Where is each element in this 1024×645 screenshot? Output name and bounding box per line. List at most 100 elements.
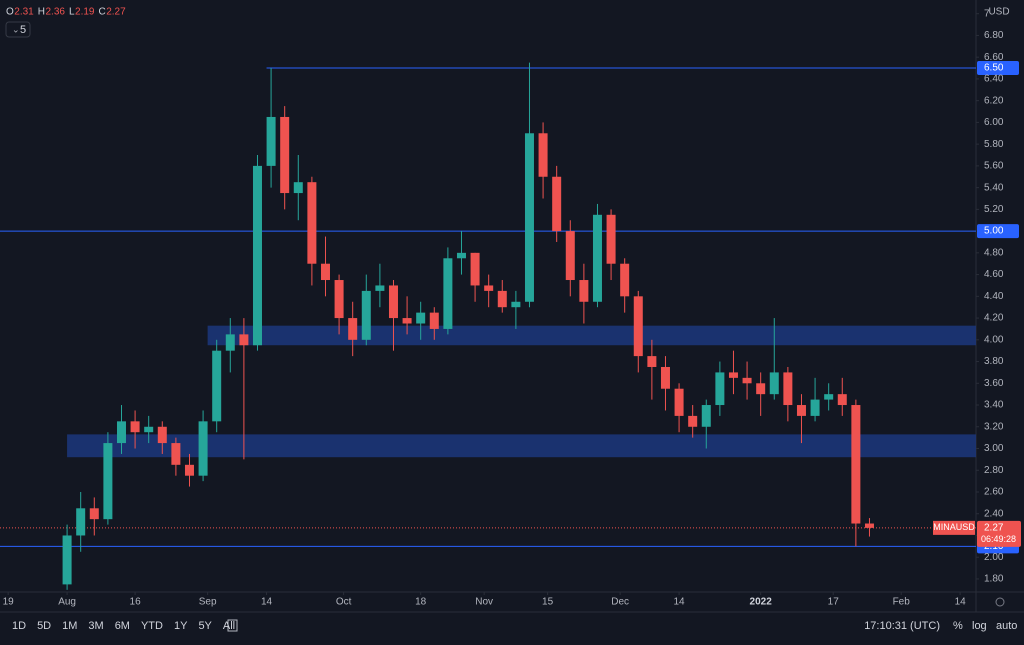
candle-body [171,443,181,465]
currency[interactable]: USD [988,7,1009,18]
range-button[interactable]: 1D [12,620,26,632]
ohlc-value: 2.31 [14,7,34,18]
candle-body [633,296,643,357]
scale-option[interactable]: % [953,620,963,632]
last-price: 2.27 [984,523,1004,534]
x-tick-label: 19 [3,597,15,608]
x-tick-label: Aug [58,597,76,608]
y-tick-label: 1.80 [984,574,1004,585]
candle-body [565,231,575,281]
x-tick-label: 2022 [750,597,773,608]
candle-body [524,133,534,302]
indicator-toggle[interactable] [5,21,31,38]
y-tick-label: 3.20 [984,421,1004,432]
range-button[interactable]: 1Y [174,620,188,632]
candle-body [116,421,126,444]
y-tick-label: 6.80 [984,30,1004,41]
level-label: 6.50 [984,63,1004,74]
candle-body [62,535,72,585]
candle-body [225,334,235,351]
range-button[interactable]: 3M [88,620,103,632]
candle-body [252,165,262,346]
candle-body [620,263,630,297]
candle-body [579,280,589,302]
ohlc-value: 2.27 [106,7,126,18]
candle-body [606,214,616,264]
symbol-tag: MINAUSD [933,522,975,532]
y-tick-label: 6.20 [984,95,1004,106]
y-tick-label: 7 [984,8,990,19]
candle-body [76,508,86,536]
candle-body [239,334,249,346]
ohlc-label: C [98,7,105,18]
candle-body [674,388,684,416]
candle-body [538,133,548,177]
y-tick-label: 3.40 [984,400,1004,411]
y-tick-label: 6.40 [984,74,1004,85]
range-button[interactable]: 6M [115,620,130,632]
scale-option[interactable]: auto [996,620,1017,632]
candle-body [783,372,793,406]
y-tick-label: 4.60 [984,269,1004,280]
symbol-tag-bg [933,520,975,535]
candle-body [293,182,303,194]
level-label-bg [977,61,1019,76]
y-tick-label: 3.00 [984,443,1004,454]
y-tick-label: 4.40 [984,291,1004,302]
candle-body [212,350,222,422]
x-tick-label: Sep [199,597,217,608]
range-button[interactable]: 5D [37,620,51,632]
x-tick-label: Feb [893,597,911,608]
y-tick-label: 5.60 [984,161,1004,172]
candle-body [280,116,290,194]
ohlc-label: L [69,7,75,18]
candle-body [388,285,398,319]
range-button[interactable]: 1M [62,620,77,632]
candle-body [198,421,208,476]
x-tick-label: Dec [611,597,629,608]
candle-body [484,285,494,291]
scale-option[interactable]: log [972,620,987,632]
candle-body [824,394,834,400]
candle-body [307,182,317,264]
x-tick-label: 14 [261,597,273,608]
candle-body [715,372,725,406]
candle-body [470,252,480,286]
y-tick-label: 2.60 [984,487,1004,498]
candle-body [497,290,507,308]
range-button[interactable]: YTD [141,620,163,632]
date-range-icon[interactable] [227,619,238,632]
candle-body [361,290,371,340]
candle-body [851,405,861,524]
x-tick-label: Oct [336,597,352,608]
x-tick-label: 17 [828,597,840,608]
y-tick-label: 4.20 [984,313,1004,324]
candle-body [688,415,698,427]
ohlc-label: H [38,7,45,18]
candle-body [184,464,194,476]
candle-body [266,116,276,166]
y-tick-label: 4.00 [984,334,1004,345]
candle-body [402,318,412,324]
y-tick-label: 2.40 [984,508,1004,519]
range-button[interactable]: All [223,620,235,632]
y-tick-label: 4.80 [984,247,1004,258]
candle-body [837,394,847,406]
candle-body [796,405,806,416]
clock: 17:10:31 (UTC) [864,620,940,632]
candle-body [728,372,738,378]
candle-body [103,443,113,520]
range-button[interactable]: 5Y [198,620,212,632]
candle-body [511,301,521,308]
candle-body [89,508,99,520]
indicator-count[interactable]: 5 [20,24,26,36]
candle-body [756,383,766,395]
candle-body [592,214,602,302]
candle-body [810,399,820,416]
candle-body [552,176,562,232]
ohlc-label: O [6,7,14,18]
settings-icon[interactable] [995,597,1005,607]
y-tick-label: 3.60 [984,378,1004,389]
